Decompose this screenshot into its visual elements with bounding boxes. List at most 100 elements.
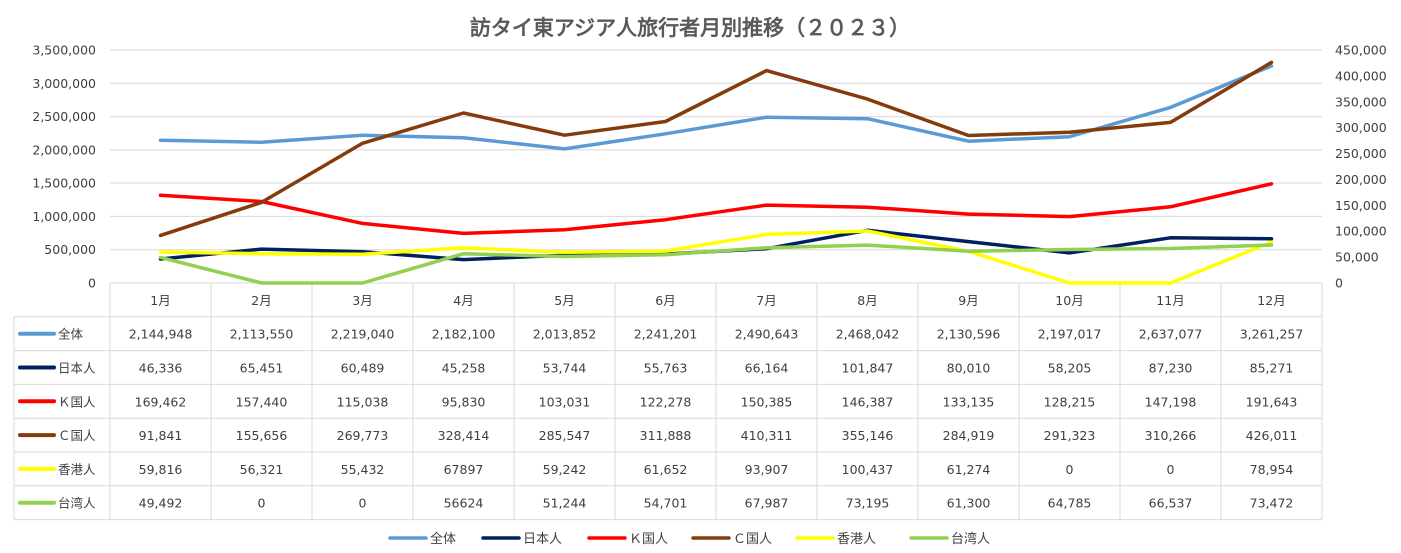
legend-label: 香港人 — [837, 532, 876, 547]
table-value: 2,144,948 — [129, 327, 193, 342]
legend-label: Ｋ国人 — [629, 532, 668, 547]
table-value: 100,437 — [842, 462, 894, 477]
table-value: 128,215 — [1044, 394, 1096, 409]
x-tick-label: 10月 — [1055, 293, 1083, 308]
table-value: 328,414 — [438, 428, 490, 443]
table-value: 55,763 — [644, 361, 688, 376]
y2-tick-label: 250,000 — [1335, 146, 1387, 161]
table-value: 0 — [1066, 462, 1074, 477]
table-value: 191,643 — [1246, 394, 1298, 409]
x-tick-label: 6月 — [655, 293, 675, 308]
table-value: 67,987 — [745, 496, 789, 511]
table-series-name: Ｃ国人 — [58, 428, 96, 443]
table-value: 45,258 — [442, 361, 486, 376]
table-value: 54,701 — [644, 496, 688, 511]
table-value: 284,919 — [943, 428, 995, 443]
secondary-y-axis: 450,000 400,000 350,000 300,000 250,000 200,0… — [1335, 43, 1387, 291]
y-tick-label: 1,500,000 — [32, 176, 96, 191]
x-tick-label: 1月 — [150, 293, 170, 308]
table-value: 2,490,643 — [735, 327, 799, 342]
table-value: 0 — [359, 496, 367, 511]
table-value: 103,031 — [539, 394, 591, 409]
x-tick-label: 7月 — [756, 293, 776, 308]
table-value: 169,462 — [135, 394, 187, 409]
y2-tick-label: 400,000 — [1335, 68, 1387, 83]
table-value: 291,323 — [1044, 428, 1096, 443]
table-value: 101,847 — [842, 361, 894, 376]
table-series-name: 台湾人 — [58, 496, 96, 511]
y-tick-label: 2,500,000 — [32, 109, 96, 124]
table-value: 95,830 — [442, 394, 486, 409]
table-value: 85,271 — [1250, 361, 1294, 376]
table-value: 2,241,201 — [634, 327, 698, 342]
table-value: 67897 — [444, 462, 484, 477]
table-value: 91,841 — [139, 428, 183, 443]
table-value: 60,489 — [341, 361, 385, 376]
chart-title: 訪タイ東アジア人旅行者月別推移（２０２３） — [470, 15, 910, 40]
legend-label: Ｃ国人 — [733, 532, 772, 547]
table-series-name: 日本人 — [58, 361, 96, 376]
series-lines — [158, 60, 1274, 285]
table-value: 2,013,852 — [533, 327, 597, 342]
table-value: 157,440 — [236, 394, 288, 409]
series-line — [158, 229, 1274, 285]
x-tick-label: 3月 — [352, 293, 372, 308]
y-tick-label: 3,500,000 — [32, 43, 96, 58]
table-value: 122,278 — [640, 394, 692, 409]
table-value: 93,907 — [745, 462, 789, 477]
table-value: 355,146 — [842, 428, 894, 443]
y2-tick-label: 200,000 — [1335, 172, 1387, 187]
table-value: 58,205 — [1048, 361, 1092, 376]
table-value: 150,385 — [741, 394, 793, 409]
x-tick-label: 12月 — [1257, 293, 1285, 308]
table-value: 66,164 — [745, 361, 789, 376]
table-value: 2,130,596 — [937, 327, 1001, 342]
table-value: 285,547 — [539, 428, 591, 443]
y-tick-label: 500,000 — [44, 242, 96, 257]
table-value: 426,011 — [1246, 428, 1298, 443]
table-value: 146,387 — [842, 394, 894, 409]
table-value: 0 — [258, 496, 266, 511]
y-tick-label: 1,000,000 — [32, 209, 96, 224]
table-series-name: 全体 — [58, 327, 84, 342]
table-value: 55,432 — [341, 462, 385, 477]
table-value: 49,492 — [139, 496, 183, 511]
table-value: 61,274 — [947, 462, 991, 477]
series-line — [158, 182, 1274, 236]
table-value: 56624 — [444, 496, 484, 511]
table-value: 80,010 — [947, 361, 991, 376]
table-value: 61,300 — [947, 496, 991, 511]
legend-label: 全体 — [430, 531, 456, 547]
table-value: 53,744 — [543, 361, 587, 376]
y-tick-label: 2,000,000 — [32, 142, 96, 157]
y2-tick-label: 150,000 — [1335, 198, 1387, 213]
table-value: 2,182,100 — [432, 327, 496, 342]
table-value: 65,451 — [240, 361, 284, 376]
table-value: 3,261,257 — [1240, 327, 1304, 342]
table-series-name: 香港人 — [58, 462, 96, 477]
table-series-name: Ｋ国人 — [58, 394, 96, 409]
table-value: 133,135 — [943, 394, 995, 409]
series-line — [158, 64, 1274, 151]
table-value: 46,336 — [139, 361, 183, 376]
y2-tick-label: 300,000 — [1335, 120, 1387, 135]
table-value: 59,242 — [543, 462, 587, 477]
table-value: 2,637,077 — [1139, 327, 1203, 342]
x-tick-label: 11月 — [1156, 293, 1184, 308]
table-value: 155,656 — [236, 428, 288, 443]
x-tick-label: 9月 — [958, 293, 978, 308]
legend-label: 日本人 — [523, 532, 562, 547]
y-tick-label: 0 — [88, 276, 96, 291]
table-value: 73,195 — [846, 496, 890, 511]
table-value: 87,230 — [1149, 361, 1193, 376]
x-tick-label: 5月 — [554, 293, 574, 308]
x-tick-label: 2月 — [251, 293, 271, 308]
table-value: 269,773 — [337, 428, 389, 443]
table-value: 2,197,017 — [1038, 327, 1102, 342]
x-tick-label: 8月 — [857, 293, 877, 308]
table-value: 66,537 — [1149, 496, 1193, 511]
table-value: 0 — [1167, 462, 1175, 477]
table-value: 51,244 — [543, 496, 587, 511]
